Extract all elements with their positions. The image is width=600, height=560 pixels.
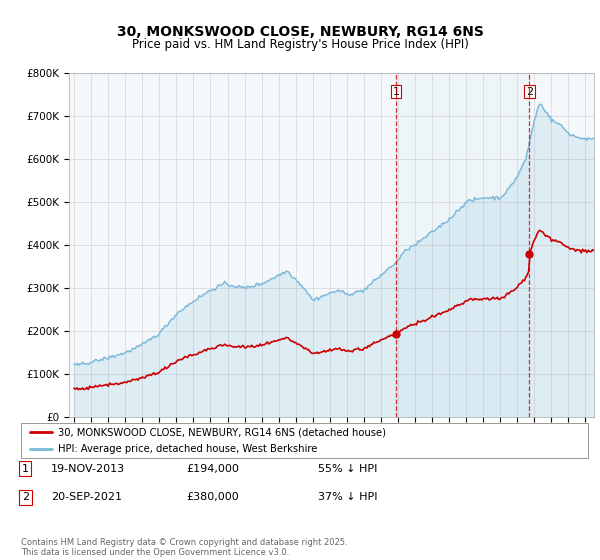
Text: 37% ↓ HPI: 37% ↓ HPI [318,492,377,502]
Text: £194,000: £194,000 [186,464,239,474]
Text: 1: 1 [22,464,29,474]
Text: 20-SEP-2021: 20-SEP-2021 [51,492,122,502]
Text: Contains HM Land Registry data © Crown copyright and database right 2025.
This d: Contains HM Land Registry data © Crown c… [21,538,347,557]
Bar [396,73,529,417]
Text: HPI: Average price, detached house, West Berkshire: HPI: Average price, detached house, West… [58,444,317,454]
Text: 2: 2 [526,87,533,96]
Text: 30, MONKSWOOD CLOSE, NEWBURY, RG14 6NS (detached house): 30, MONKSWOOD CLOSE, NEWBURY, RG14 6NS (… [58,427,386,437]
Text: 19-NOV-2013: 19-NOV-2013 [51,464,125,474]
Text: 55% ↓ HPI: 55% ↓ HPI [318,464,377,474]
Text: Price paid vs. HM Land Registry's House Price Index (HPI): Price paid vs. HM Land Registry's House … [131,38,469,51]
Text: £380,000: £380,000 [186,492,239,502]
Text: 2: 2 [22,492,29,502]
Text: 30, MONKSWOOD CLOSE, NEWBURY, RG14 6NS: 30, MONKSWOOD CLOSE, NEWBURY, RG14 6NS [116,25,484,39]
Text: 1: 1 [392,87,400,96]
